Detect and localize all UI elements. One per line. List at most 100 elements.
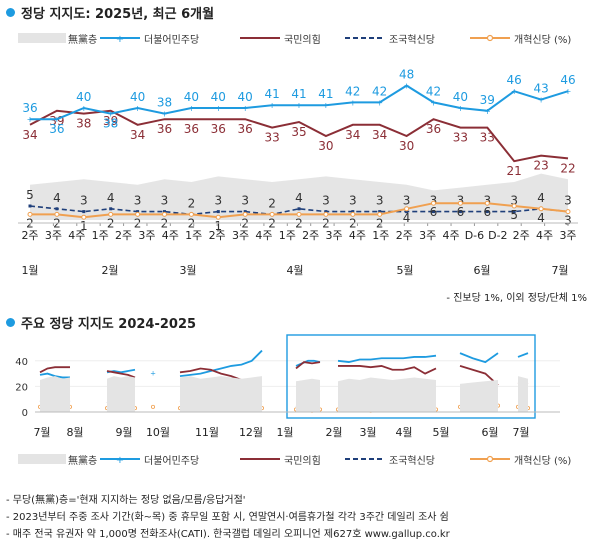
x-tick-label: D-2 xyxy=(488,229,507,242)
data-label: 38 xyxy=(103,117,118,131)
x-tick-label: 1주 xyxy=(279,229,296,242)
legend-label: 더불어민주당 xyxy=(144,455,199,467)
point-rebuild xyxy=(28,204,32,208)
point-reform xyxy=(162,211,167,217)
data-label: 3 xyxy=(134,194,142,208)
data-label: 41 xyxy=(264,87,279,101)
point-rebuild xyxy=(109,207,113,211)
point-dem: + xyxy=(107,110,114,119)
data-label: 39 xyxy=(103,114,118,128)
series-segment-국민의힘 xyxy=(459,365,499,386)
point-rebuild xyxy=(324,210,328,214)
data-label: 36 xyxy=(49,122,64,136)
point-reform xyxy=(54,211,60,217)
data-label: 3 xyxy=(349,194,357,208)
data-label: 23 xyxy=(533,159,548,173)
point-rebuild xyxy=(82,210,86,214)
bullet-dot-icon xyxy=(6,8,15,17)
data-label: 1 xyxy=(214,219,222,233)
data-label: 1 xyxy=(80,219,88,233)
point-dem: + xyxy=(296,101,303,110)
point-rebuild xyxy=(55,207,59,211)
data-label: 34 xyxy=(22,128,37,142)
point-rebuild xyxy=(485,210,489,214)
data-label: 3 xyxy=(376,194,384,208)
area-none-segment xyxy=(460,380,498,412)
y-tick-label: 0 xyxy=(22,408,28,419)
x-tick-label: 12월 xyxy=(239,426,263,439)
highlight-2025-box xyxy=(286,334,536,419)
series-segment-국민의힘 xyxy=(338,365,437,375)
x-tick-label: 2월 xyxy=(325,426,342,439)
data-label: 38 xyxy=(157,96,172,110)
data-label: 3 xyxy=(161,194,169,208)
x-tick-label: 10월 xyxy=(146,426,170,439)
point-reform xyxy=(404,206,410,212)
footnote-2: - 2023년부터 주중 조사 기간(화~목) 중 휴무일 포함 시, 연말연시… xyxy=(6,512,449,523)
area-none-segment xyxy=(338,377,436,412)
series-line-조국혁신당 xyxy=(29,205,569,216)
legend-label: 더불어민주당 xyxy=(144,34,199,46)
data-label: 3 xyxy=(80,194,88,208)
legend-label: 조국혁신당 xyxy=(389,34,435,46)
x-tick-label: 3주 xyxy=(45,229,62,242)
series-line-국민의힘 xyxy=(29,109,569,163)
point-reform xyxy=(350,211,356,217)
data-label: 4 xyxy=(107,191,115,205)
bullet-dot-icon xyxy=(6,318,15,327)
point-reform xyxy=(538,206,544,212)
point-reform xyxy=(81,214,87,220)
point-reform xyxy=(565,209,571,215)
point-dem: + xyxy=(403,82,410,91)
x-tick-label: 1주 xyxy=(92,229,109,242)
x-tick-label: D-6 xyxy=(465,229,484,242)
point-rebuild xyxy=(458,210,462,214)
data-label: 40 xyxy=(211,90,226,104)
data-label: 33 xyxy=(453,131,468,145)
legend-marker xyxy=(486,34,494,42)
data-label: 3 xyxy=(403,194,411,208)
point-rebuild xyxy=(297,207,301,211)
data-label: 4 xyxy=(403,211,411,225)
month-label: 4월 xyxy=(286,264,303,277)
point-dem: + xyxy=(269,101,276,110)
data-label: 40 xyxy=(130,90,145,104)
legend-label: 국민의힘 xyxy=(284,455,321,467)
point-rebuild xyxy=(136,210,140,214)
x-tick-label: 3월 xyxy=(359,426,376,439)
point-rebuild xyxy=(163,210,166,214)
x-tick-label: 3주 xyxy=(559,229,576,242)
x-tick-label: 1주 xyxy=(185,229,202,242)
x-tick-label: 8월 xyxy=(66,426,83,439)
x-tick-label: 6월 xyxy=(481,426,498,439)
data-label: 3 xyxy=(322,194,330,208)
top-chart-title: 정당 지지도: 2025년, 최근 6개월 xyxy=(6,3,214,22)
month-label: 6월 xyxy=(473,264,490,277)
point-reform xyxy=(511,203,517,209)
x-tick-label: 2주 xyxy=(21,229,38,242)
month-label: 7월 xyxy=(551,264,568,277)
month-label: 3월 xyxy=(179,264,196,277)
month-label: 1월 xyxy=(21,264,38,277)
legend-marker xyxy=(486,455,494,463)
point-rebuild xyxy=(378,210,382,214)
data-label: 34 xyxy=(345,128,360,142)
data-label: 3 xyxy=(510,194,518,208)
x-tick-label: 1월 xyxy=(276,426,293,439)
data-label: 36 xyxy=(157,122,172,136)
x-tick-label: 4주 xyxy=(255,229,272,242)
point-reform xyxy=(457,200,463,206)
point-rebuild xyxy=(405,210,409,214)
data-label: 42 xyxy=(372,84,387,98)
x-tick-label: 2주 xyxy=(396,229,413,242)
point-dem: + xyxy=(376,98,383,107)
point-dem: + xyxy=(457,104,464,113)
x-tick-label: 3주 xyxy=(419,229,436,242)
x-tick-label: 4주 xyxy=(536,229,553,242)
point-reform xyxy=(215,214,221,220)
data-label: 36 xyxy=(238,122,253,136)
data-label: 6 xyxy=(483,205,491,219)
y-tick-label: 40 xyxy=(15,357,28,368)
series-segment-국민의힘 xyxy=(39,366,70,374)
bottom-chart: 40 20 0 +7월 8월 9월 10월 11월 12월 1월 2월 3월 4월 5월 6월 7월 無黨층 + 더… xyxy=(15,334,571,467)
